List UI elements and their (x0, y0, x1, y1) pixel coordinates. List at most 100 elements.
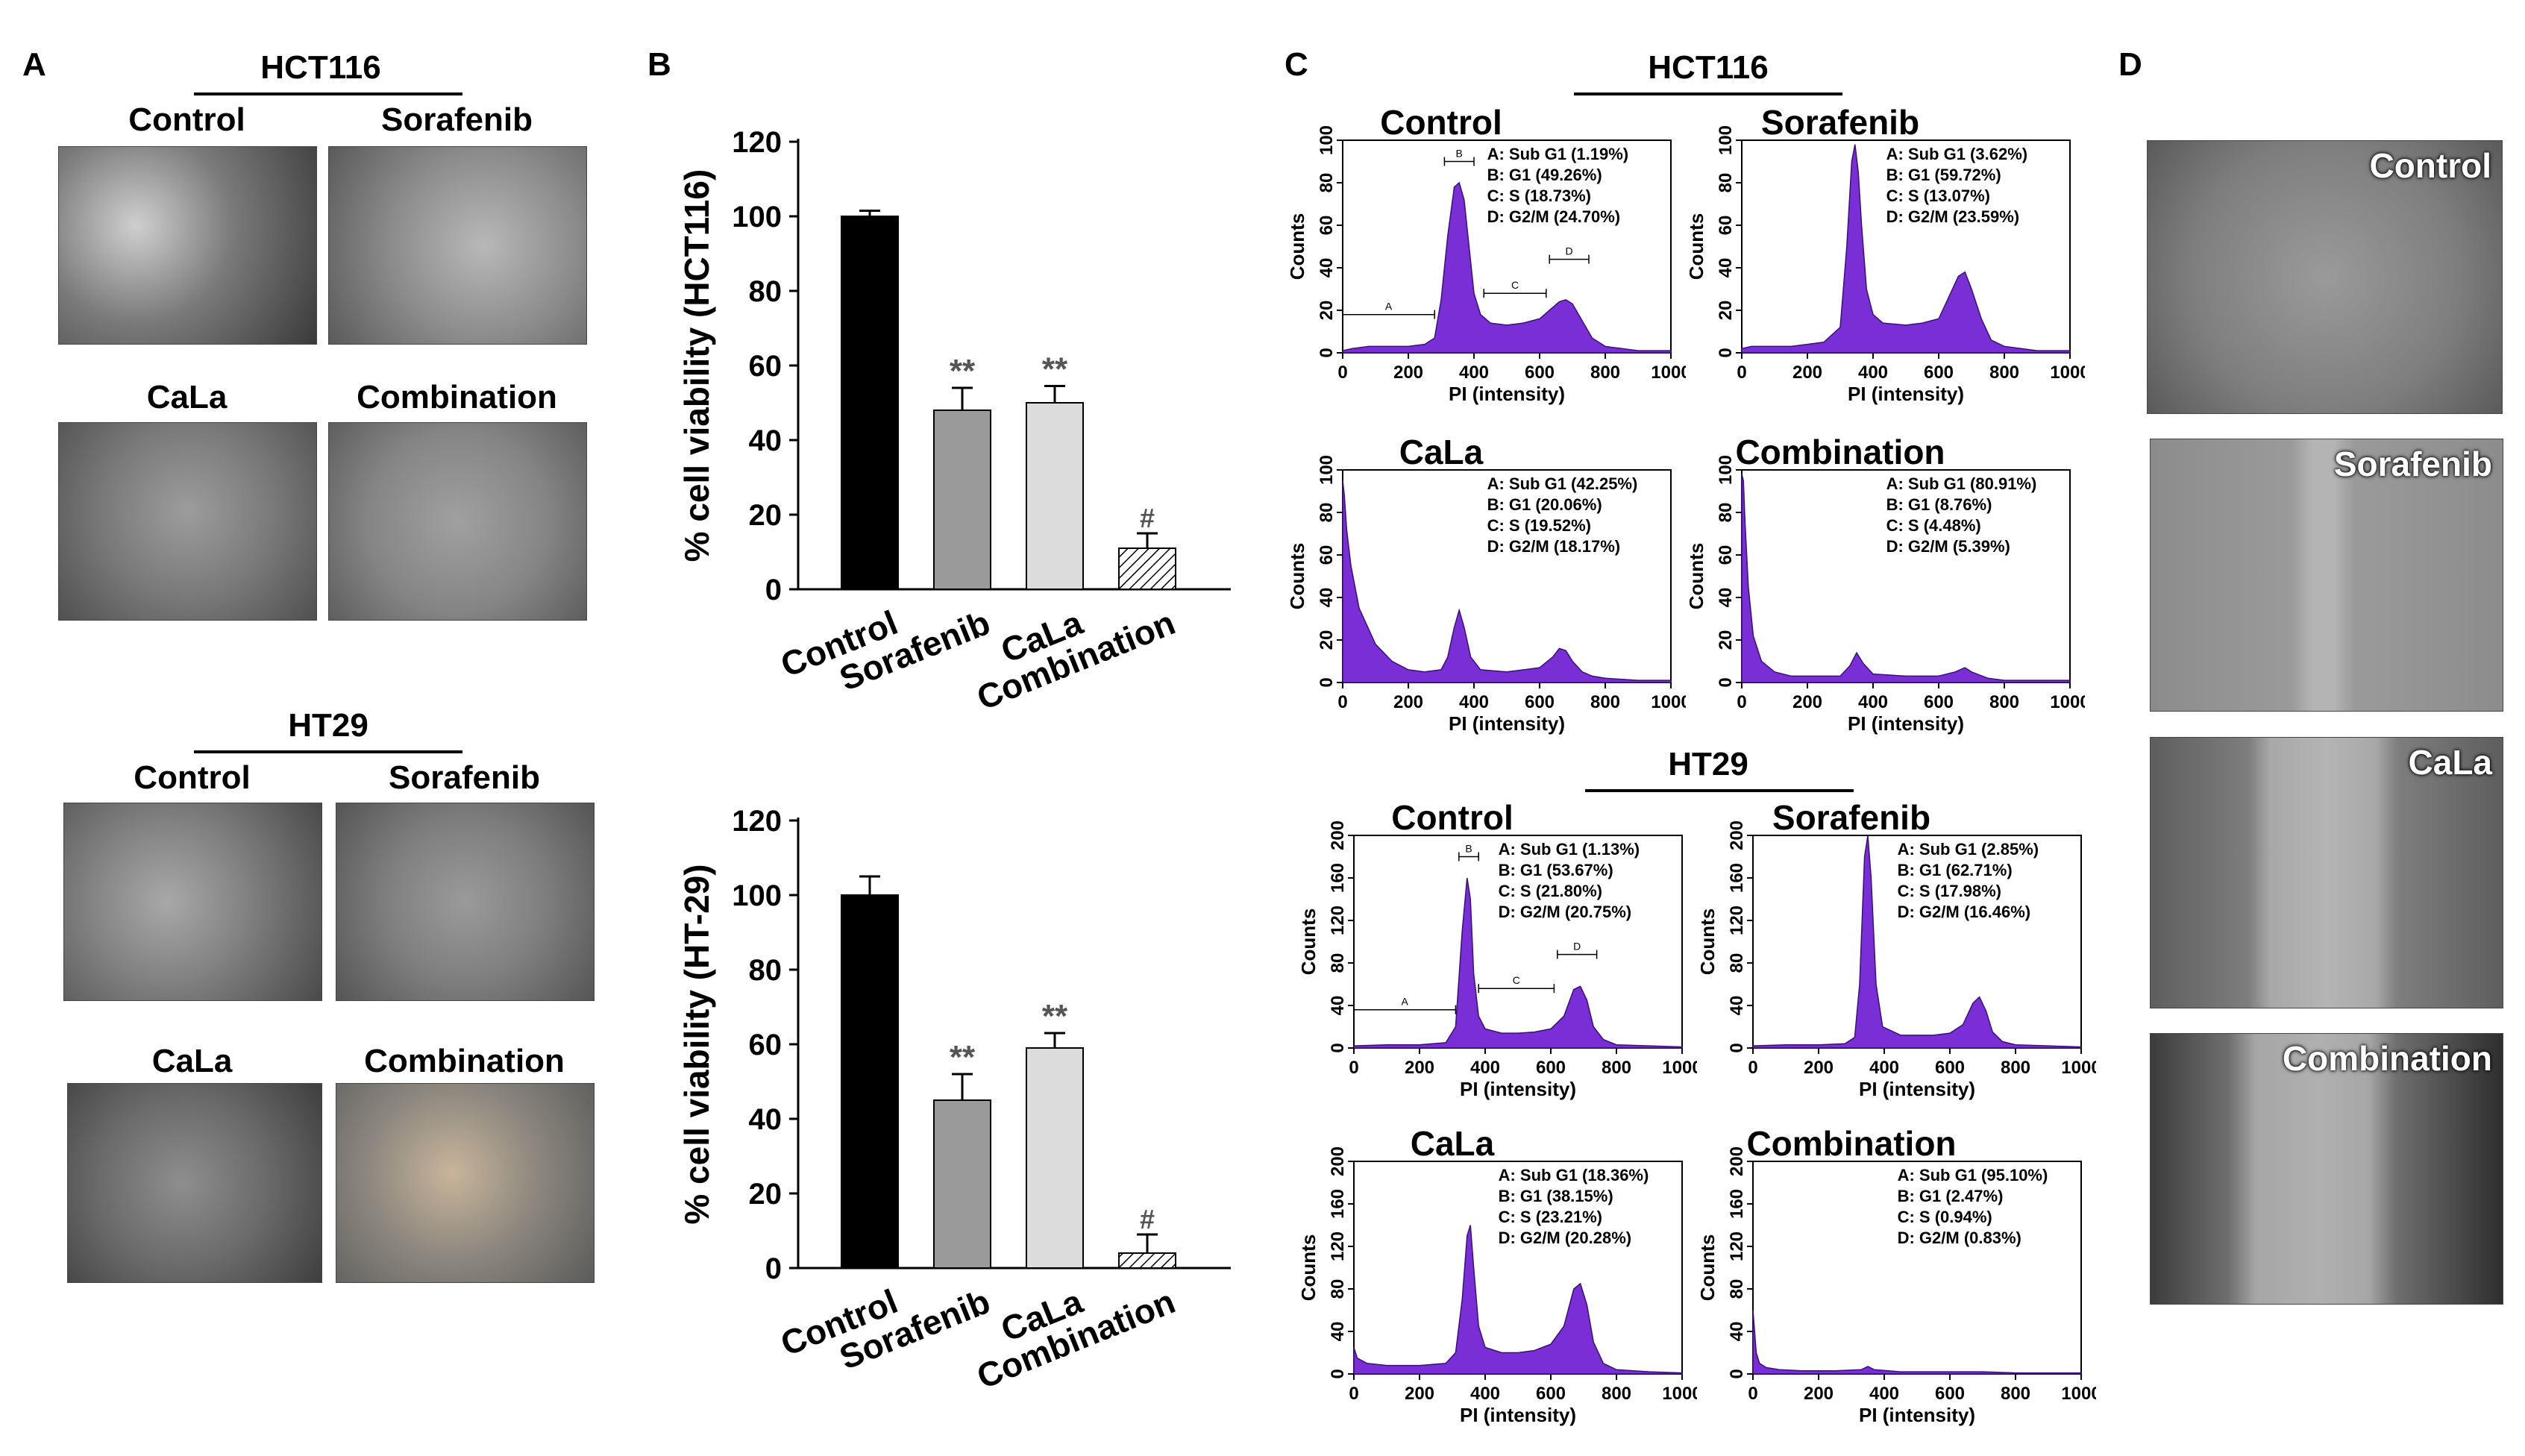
y-tick-label: 40 (749, 1103, 782, 1136)
y-tick-label: 0 (1317, 677, 1337, 687)
scratch-assay-combination: Combination (2150, 1033, 2503, 1305)
bar-sorafenib (933, 1099, 991, 1269)
bar-sorafenib (933, 410, 991, 590)
histogram-title: Control (1380, 103, 1502, 142)
x-axis-label: PI (intensity) (1848, 383, 1964, 405)
phase-legend-item: B: G1 (20.06%) (1487, 495, 1602, 514)
phase-legend-item: A: Sub G1 (2.85%) (1898, 840, 2039, 859)
y-tick-label: 100 (732, 879, 782, 912)
histogram-area (1752, 835, 2082, 1049)
histogram-area (1752, 1310, 2082, 1375)
micrograph-ht29-control (63, 803, 322, 1001)
y-tick-label: 60 (1716, 545, 1736, 565)
gate-label: D (1566, 245, 1573, 257)
significance-mark: ** (950, 353, 976, 389)
y-tick-label: 120 (732, 126, 782, 159)
x-tick-label: 800 (2001, 1058, 2030, 1078)
y-tick-label: 40 (1328, 1322, 1348, 1342)
y-tick-label: 40 (1317, 258, 1337, 278)
x-tick-label: 0 (1337, 363, 1347, 383)
phase-legend-item: A: Sub G1 (80.91%) (1886, 474, 2037, 493)
phase-legend-item: D: G2/M (23.59%) (1886, 207, 2020, 226)
scratch-label: Combination (2282, 1039, 2492, 1078)
y-tick-label: 100 (1317, 455, 1337, 485)
scratch-assay-control: Control (2147, 140, 2503, 414)
x-tick-label: 0 (1748, 1384, 1757, 1404)
gate-label: C (1513, 974, 1520, 986)
scratch-assay-sorafenib: Sorafenib (2150, 439, 2503, 712)
x-tick-label: 600 (1924, 692, 1954, 712)
photo-title: CaLa (146, 379, 228, 415)
x-tick-label: 400 (1459, 363, 1489, 383)
y-tick-label: 40 (1716, 258, 1736, 278)
y-tick-label: 0 (765, 1252, 782, 1285)
photo-title: Sorafenib (389, 759, 540, 796)
x-tick-label: 400 (1869, 1058, 1899, 1078)
y-tick-label: 120 (1727, 1231, 1747, 1261)
photo-title: Sorafenib (381, 101, 533, 138)
panel-c-ht29-rule (1585, 789, 1854, 792)
scratch-label: Control (2369, 146, 2491, 185)
x-tick-label: 800 (1989, 692, 2019, 712)
y-tick-label: 40 (1317, 588, 1337, 608)
histogram-title: CaLa (1399, 433, 1484, 471)
significance-mark: # (1140, 503, 1155, 533)
phase-legend-item: B: G1 (38.15%) (1499, 1187, 1613, 1205)
x-tick-label: 600 (1525, 692, 1555, 712)
y-tick-label: 60 (1716, 216, 1736, 236)
panel-a-ht29-rule (194, 750, 462, 753)
phase-legend-item: B: G1 (2.47%) (1898, 1187, 2004, 1205)
y-tick-label: 20 (1716, 301, 1736, 321)
histogram-area (1353, 1225, 1683, 1375)
x-tick-label: 0 (1349, 1384, 1358, 1404)
y-tick-label: 20 (1716, 630, 1736, 650)
x-tick-label: 0 (1748, 1058, 1757, 1078)
x-tick-label: 200 (1804, 1058, 1834, 1078)
phase-legend-item: D: G2/M (16.46%) (1898, 903, 2031, 921)
micrograph-hct116-control (58, 146, 317, 345)
gate-label: B (1456, 148, 1463, 160)
x-tick-label: 200 (1792, 363, 1822, 383)
y-tick-label: 200 (1727, 820, 1747, 850)
y-tick-label: 40 (1716, 588, 1736, 608)
bar-combination (1118, 1252, 1176, 1269)
significance-mark: # (1140, 1204, 1155, 1234)
bar-cala (1026, 402, 1084, 590)
y-tick-label: 80 (1317, 503, 1337, 523)
y-tick-label: 0 (1727, 1043, 1747, 1052)
y-axis-label: Counts (1302, 909, 1320, 976)
x-tick-label: 600 (1935, 1058, 1965, 1078)
x-tick-label: 200 (1405, 1058, 1434, 1078)
significance-mark: ** (950, 1039, 976, 1076)
photo-title: Combination (357, 379, 557, 415)
y-tick-label: 160 (1727, 863, 1747, 893)
x-tick-label: 0 (1737, 692, 1746, 712)
y-tick-label: 20 (749, 1178, 782, 1211)
x-axis-label: PI (intensity) (1460, 1404, 1576, 1426)
y-tick-label: 80 (749, 275, 782, 308)
phase-legend-item: A: Sub G1 (95.10%) (1898, 1166, 2048, 1184)
gate-label: B (1465, 843, 1472, 855)
x-axis-label: PI (intensity) (1859, 1078, 1975, 1100)
y-tick-label: 40 (749, 424, 782, 457)
phase-legend-item: B: G1 (62.71%) (1898, 861, 2013, 879)
x-tick-label: 800 (1590, 363, 1620, 383)
y-axis-label: Counts (1690, 543, 1707, 610)
panel-c-hct116-title: HCT116 (1648, 49, 1769, 86)
phase-legend-item: C: S (23.21%) (1499, 1208, 1602, 1226)
y-axis-label: Counts (1302, 1234, 1320, 1302)
x-tick-label: 800 (1602, 1384, 1631, 1404)
phase-legend-item: B: G1 (59.72%) (1886, 166, 2001, 184)
phase-legend-item: C: S (4.48%) (1886, 516, 1981, 535)
x-tick-label: 800 (1989, 363, 2019, 383)
y-tick-label: 80 (1317, 173, 1337, 193)
